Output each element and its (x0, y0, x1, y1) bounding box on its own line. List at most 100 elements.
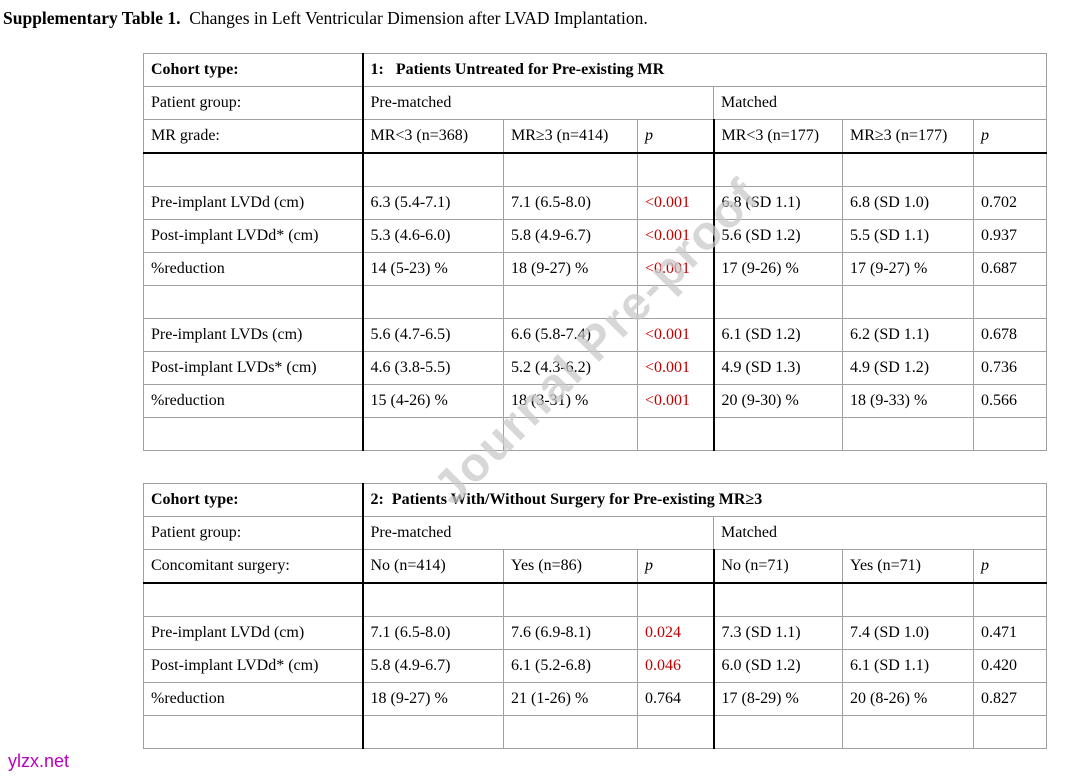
row-label: Post-implant LVDd* (cm) (143, 219, 364, 253)
value-cell: 6.8 (SD 1.0) (842, 186, 974, 220)
empty-cell (362, 152, 504, 187)
data-row: %reduction 18 (9-27) % 21 (1-26) % 0.764… (143, 682, 1047, 716)
value-cell: 5.5 (SD 1.1) (842, 219, 974, 253)
data-row: Pre-implant LVDd (cm) 7.1 (6.5-8.0) 7.6 … (143, 616, 1047, 650)
spacer-row (143, 417, 1047, 451)
document-title: Supplementary Table 1. Changes in Left V… (3, 8, 648, 29)
p-value-cell: 0.827 (973, 682, 1047, 716)
value-cell: 6.8 (SD 1.1) (713, 186, 843, 220)
value-cell: 5.3 (4.6-6.0) (362, 219, 504, 253)
patient-group-label: Patient group: (143, 516, 364, 550)
column-header-p: p (973, 549, 1047, 584)
value-cell: 15 (4-26) % (362, 384, 504, 418)
column-header: Yes (n=86) (503, 549, 638, 584)
empty-cell (503, 152, 638, 187)
p-value-cell: 0.937 (973, 219, 1047, 253)
empty-cell (973, 285, 1047, 319)
cohort-type-row: Cohort type: 1: Patients Untreated for P… (143, 53, 1047, 87)
data-row: %reduction 15 (4-26) % 18 (3-31) % <0.00… (143, 384, 1047, 418)
row-label: Pre-implant LVDs (cm) (143, 318, 364, 352)
empty-cell (503, 582, 638, 617)
empty-cell (973, 417, 1047, 451)
p-value-cell: 0.471 (973, 616, 1047, 650)
p-value-cell: 0.024 (637, 616, 715, 650)
value-cell: 20 (9-30) % (713, 384, 843, 418)
cohort-type-value: 1: Patients Untreated for Pre-existing M… (362, 53, 1047, 87)
data-row: Pre-implant LVDd (cm) 6.3 (5.4-7.1) 7.1 … (143, 186, 1047, 220)
empty-cell (842, 417, 974, 451)
patient-group-premarked: Pre-matched (362, 516, 714, 550)
value-cell: 20 (8-26) % (842, 682, 974, 716)
patient-group-label: Patient group: (143, 86, 364, 120)
empty-cell (637, 715, 715, 749)
empty-cell (362, 715, 504, 749)
data-row: Pre-implant LVDs (cm) 5.6 (4.7-6.5) 6.6 … (143, 318, 1047, 352)
value-cell: 7.6 (6.9-8.1) (503, 616, 638, 650)
p-value-cell: 0.764 (637, 682, 715, 716)
empty-cell (842, 152, 974, 187)
cohort-type-value: 2: Patients With/Without Surgery for Pre… (362, 483, 1047, 517)
data-row: %reduction 14 (5-23) % 18 (9-27) % <0.00… (143, 252, 1047, 286)
row-label: Post-implant LVDs* (cm) (143, 351, 364, 385)
table-cohort-2: Cohort type: 2: Patients With/Without Su… (143, 483, 1047, 749)
column-header-p: p (637, 549, 715, 584)
empty-cell (713, 285, 843, 319)
table-cohort-1: Cohort type: 1: Patients Untreated for P… (143, 53, 1047, 451)
value-cell: 7.4 (SD 1.0) (842, 616, 974, 650)
p-value-cell: 0.702 (973, 186, 1047, 220)
row-label: Pre-implant LVDd (cm) (143, 186, 364, 220)
value-cell: 6.6 (5.8-7.4) (503, 318, 638, 352)
column-header: Yes (n=71) (842, 549, 974, 584)
empty-cell (713, 152, 843, 187)
p-value-cell: 0.687 (973, 252, 1047, 286)
patient-group-premarked: Pre-matched (362, 86, 714, 120)
empty-cell (362, 417, 504, 451)
spacer-row (143, 715, 1047, 749)
value-cell: 6.1 (SD 1.1) (842, 649, 974, 683)
empty-cell (143, 152, 364, 187)
value-cell: 7.1 (6.5-8.0) (503, 186, 638, 220)
document-title-text: Changes in Left Ventricular Dimension af… (180, 8, 648, 28)
empty-cell (503, 715, 638, 749)
value-cell: 4.9 (SD 1.2) (842, 351, 974, 385)
spacer-row (143, 285, 1047, 319)
empty-cell (973, 582, 1047, 617)
p-value-cell: 0.420 (973, 649, 1047, 683)
empty-cell (362, 285, 504, 319)
row-label: %reduction (143, 682, 364, 716)
row-label: %reduction (143, 252, 364, 286)
value-cell: 5.6 (4.7-6.5) (362, 318, 504, 352)
p-value-cell: <0.001 (637, 219, 715, 253)
row-label: Post-implant LVDd* (cm) (143, 649, 364, 683)
value-cell: 5.8 (4.9-6.7) (362, 649, 504, 683)
value-cell: 4.9 (SD 1.3) (713, 351, 843, 385)
value-cell: 5.6 (SD 1.2) (713, 219, 843, 253)
column-header: MR<3 (n=368) (362, 119, 504, 154)
value-cell: 6.3 (5.4-7.1) (362, 186, 504, 220)
value-cell: 4.6 (3.8-5.5) (362, 351, 504, 385)
p-value-cell: <0.001 (637, 252, 715, 286)
row-label: Pre-implant LVDd (cm) (143, 616, 364, 650)
empty-cell (713, 582, 843, 617)
p-value-cell: 0.736 (973, 351, 1047, 385)
column-header: MR≥3 (n=177) (842, 119, 974, 154)
data-row: Post-implant LVDs* (cm) 4.6 (3.8-5.5) 5.… (143, 351, 1047, 385)
cohort-type-label: Cohort type: (143, 483, 364, 517)
empty-cell (143, 417, 364, 451)
column-header-p: p (637, 119, 715, 154)
empty-cell (842, 582, 974, 617)
value-cell: 17 (9-26) % (713, 252, 843, 286)
empty-cell (713, 715, 843, 749)
subheader-label: MR grade: (143, 119, 364, 154)
patient-group-matched: Matched (713, 516, 1047, 550)
value-cell: 18 (9-27) % (362, 682, 504, 716)
p-value-cell: 0.678 (973, 318, 1047, 352)
empty-cell (973, 715, 1047, 749)
empty-cell (973, 152, 1047, 187)
value-cell: 6.2 (SD 1.1) (842, 318, 974, 352)
value-cell: 18 (3-31) % (503, 384, 638, 418)
data-row: Post-implant LVDd* (cm) 5.8 (4.9-6.7) 6.… (143, 649, 1047, 683)
spacer-row (143, 152, 1047, 187)
column-header-p: p (973, 119, 1047, 154)
empty-cell (143, 582, 364, 617)
